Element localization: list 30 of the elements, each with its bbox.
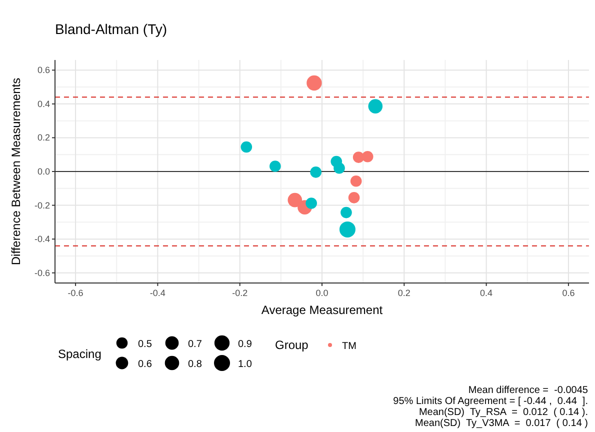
- x-tick-label: -0.2: [232, 288, 248, 298]
- text: Group: [275, 338, 308, 352]
- y-axis-title: Difference Between Measurements: [9, 78, 23, 266]
- text: Mean(SD) Ty_V3MA = 0.017 ( 0.14 ): [415, 418, 588, 429]
- legend-label: 0.5: [138, 339, 152, 350]
- legend-label: 0.6: [138, 359, 152, 370]
- legend-label: 0.8: [188, 359, 202, 370]
- y-tick-label: 0.4: [37, 98, 50, 109]
- x-tick-label: 0.4: [480, 288, 493, 298]
- text: Mean difference = -0.0045: [468, 385, 588, 396]
- legend-label: 1.0: [238, 359, 252, 370]
- y-tick-label: 0.2: [37, 132, 50, 143]
- y-tick-label: 0.6: [37, 65, 50, 76]
- x-tick-label: -0.6: [68, 288, 84, 298]
- x-tick-label: -0.4: [150, 288, 166, 298]
- legend-label: 0.7: [188, 339, 202, 350]
- text: Mean(SD) Ty_RSA = 0.012 ( 0.14 ).: [418, 407, 588, 418]
- x-tick-label: 0.2: [398, 288, 410, 298]
- y-tick-label: 0.0: [37, 166, 50, 176]
- y-tick-label: -0.4: [34, 234, 50, 244]
- text: Spacing: [58, 347, 102, 361]
- text: 95% Limits Of Agreement = [ -0.44 , 0.44 ].: [393, 396, 588, 407]
- y-tick-label: -0.2: [34, 200, 50, 210]
- x-tick-label: 0.6: [562, 288, 575, 298]
- legend-label: TM: [342, 341, 356, 352]
- legend-label: 0.9: [238, 339, 252, 350]
- x-tick-label: 0.0: [316, 288, 328, 298]
- y-tick-label: -0.6: [34, 268, 50, 278]
- chart-title: Bland-Altman (Ty): [55, 21, 168, 37]
- x-axis-title: Average Measurement: [261, 303, 384, 317]
